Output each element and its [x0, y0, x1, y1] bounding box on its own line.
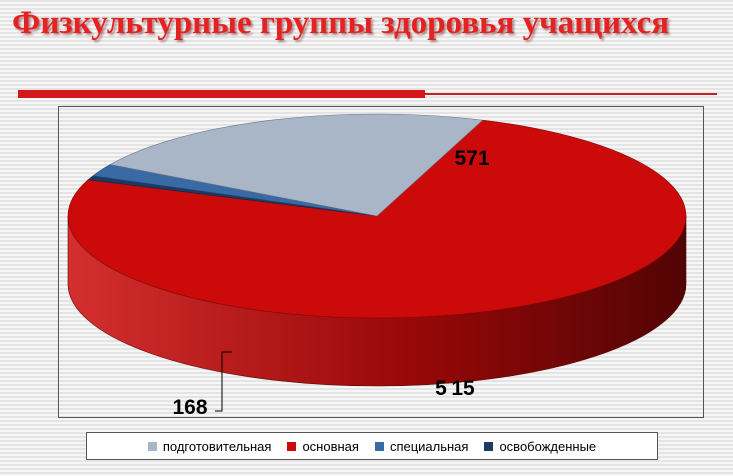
- legend-swatch: [484, 441, 494, 451]
- legend-item-podgotovitelnaya: подготовительная: [147, 438, 272, 454]
- pie-slice-osnovnaya: [67, 119, 687, 319]
- legend-item-osnovnaya: основная: [287, 439, 359, 454]
- legend-item-osvobozhdennye: освобожденные: [484, 439, 596, 454]
- pie-labels: 571 168 5 15: [172, 147, 489, 419]
- leader-line-podgotovitelnaya: [215, 351, 232, 412]
- slide-title: Физкультурные группы здоровья учащихся: [12, 5, 670, 41]
- legend-swatch: [287, 441, 297, 451]
- legend-item-specialnaya: специальная: [374, 438, 469, 454]
- pie-tops: [67, 113, 687, 319]
- plot-area-frame: [58, 106, 704, 418]
- legend-label: подготовительная: [162, 438, 272, 454]
- title-accent-line: [425, 93, 717, 95]
- legend-label: основная: [302, 438, 359, 454]
- legend-swatch: [374, 441, 384, 451]
- data-label-podgotovitelnaya: 168: [172, 396, 207, 419]
- data-label-specialnaya: 15: [451, 377, 475, 400]
- legend-label: освобожденные: [499, 438, 597, 454]
- chart-legend: подготовительная основная специальная ос…: [86, 432, 658, 460]
- data-label-osnovnaya: 571: [454, 147, 489, 170]
- legend-label: специальная: [389, 438, 469, 454]
- pie-slice-podgotovitelnaya: [109, 113, 484, 217]
- legend-swatch: [147, 441, 157, 451]
- data-label-osvobozhdennye: 5: [435, 377, 447, 400]
- title-accent-bar: [18, 90, 425, 98]
